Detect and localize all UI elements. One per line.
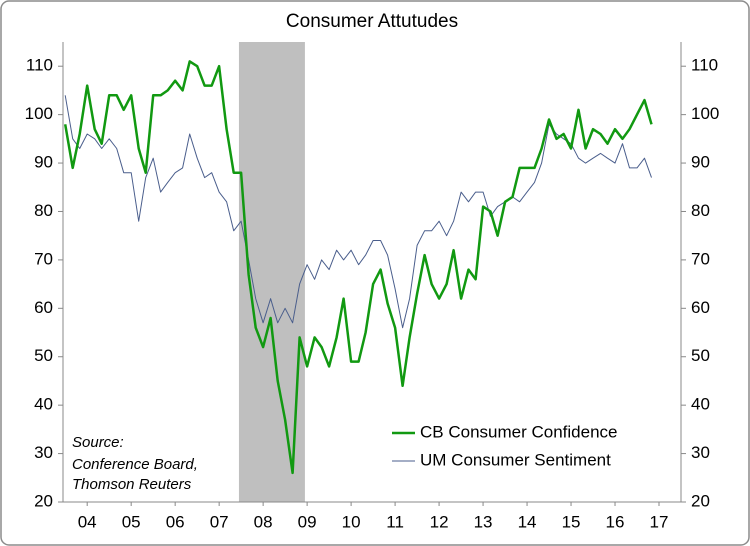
- y-tick-label: 20: [34, 491, 53, 510]
- x-tick-label: 06: [166, 512, 185, 531]
- y2-tick-label: 110: [691, 56, 718, 75]
- annotation: Conference Board,: [72, 456, 198, 473]
- y2-tick-label: 80: [691, 201, 710, 220]
- y-tick-label: 80: [34, 201, 53, 220]
- x-tick-label: 17: [650, 512, 669, 531]
- y2-tick-label: 20: [691, 491, 710, 510]
- x-tick-label: 10: [342, 512, 361, 531]
- y-tick-label: 30: [34, 443, 53, 462]
- x-tick-label: 07: [210, 512, 229, 531]
- x-tick-label: 08: [254, 512, 273, 531]
- y-tick-label: 60: [34, 298, 53, 317]
- y-tick-label: 50: [34, 346, 53, 365]
- y-tick-label: 110: [26, 56, 53, 75]
- series-line: [63, 60, 653, 475]
- x-tick-label: 12: [430, 512, 449, 531]
- y2-tick-label: 60: [691, 298, 710, 317]
- legend-label: UM Consumer Sentiment: [420, 450, 611, 469]
- y2-tick-label: 70: [691, 249, 710, 268]
- x-tick-label: 04: [78, 512, 97, 531]
- y2-tick-label: 50: [691, 346, 710, 365]
- y2-tick-label: 30: [691, 443, 710, 462]
- legend-label: CB Consumer Confidence: [420, 422, 617, 441]
- x-tick-label: 05: [122, 512, 141, 531]
- x-tick-label: 15: [562, 512, 581, 531]
- annotation: Thomson Reuters: [72, 476, 192, 493]
- chart-title: Consumer Attutudes: [286, 11, 458, 32]
- plot-area: 20 30 40 50 60 70 80 90 100 110 20 30 40 50 60 70 80 90 10…: [25, 42, 719, 531]
- y2-tick-label: 100: [691, 104, 719, 123]
- annotation: Source:: [72, 434, 124, 451]
- y-tick-label: 70: [34, 249, 53, 268]
- x-tick-label: 09: [298, 512, 317, 531]
- y2-tick-label: 40: [691, 395, 710, 414]
- y-tick-label: 100: [25, 104, 53, 123]
- x-tick-label: 13: [474, 512, 493, 531]
- x-tick-label: 14: [518, 512, 537, 531]
- y2-tick-label: 90: [691, 153, 710, 172]
- y-tick-label: 40: [34, 395, 53, 414]
- y-tick-label: 90: [34, 153, 53, 172]
- x-tick-label: 16: [606, 512, 625, 531]
- x-tick-label: 11: [386, 512, 404, 531]
